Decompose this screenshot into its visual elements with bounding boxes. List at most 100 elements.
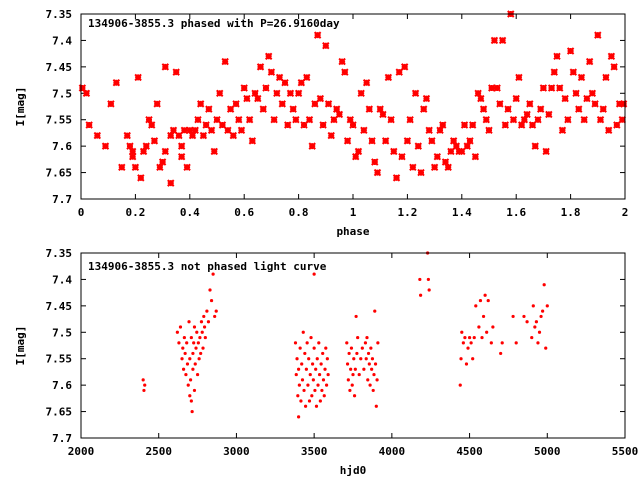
data-point (161, 147, 170, 156)
x-tick-label: 0.6 (234, 206, 254, 219)
data-point (303, 404, 308, 408)
data-point (297, 367, 301, 371)
data-point (352, 357, 356, 361)
data-point (302, 388, 306, 393)
data-point (145, 116, 153, 124)
data-point (373, 309, 377, 313)
data-point (544, 346, 548, 350)
data-point (483, 293, 487, 297)
data-point (308, 142, 316, 150)
data-point (501, 121, 510, 129)
data-point (531, 304, 535, 308)
data-point (327, 131, 335, 140)
data-point (320, 388, 324, 393)
data-point (169, 126, 178, 134)
data-point (545, 304, 549, 308)
unphased-x-axis-label: hjd0 (340, 464, 367, 477)
data-point (161, 63, 170, 71)
data-point (348, 388, 352, 393)
data-point (292, 116, 300, 124)
data-point (131, 163, 140, 171)
data-point (194, 116, 202, 124)
data-point (417, 168, 425, 177)
y-tick-label: 7.35 (46, 8, 73, 21)
data-point (541, 309, 545, 313)
data-point (137, 174, 145, 182)
data-point (463, 335, 467, 340)
data-point (300, 378, 305, 382)
data-point (177, 341, 181, 345)
data-point (299, 399, 303, 403)
data-point (309, 335, 313, 340)
data-point (400, 63, 409, 71)
x-tick-label: 4000 (379, 445, 406, 458)
data-point (310, 394, 314, 398)
data-point (118, 163, 126, 171)
y-tick-label: 7.6 (52, 379, 72, 392)
data-point (187, 320, 191, 324)
data-point (270, 116, 278, 124)
data-point (237, 126, 246, 134)
data-point (199, 131, 208, 140)
x-tick-label: 0 (78, 206, 85, 219)
x-tick-label: 1.2 (397, 206, 417, 219)
data-point (517, 121, 526, 129)
data-point (153, 100, 161, 108)
data-point (364, 357, 368, 361)
data-point (580, 116, 588, 124)
data-point (469, 341, 473, 345)
data-point (192, 325, 197, 329)
data-point (314, 404, 319, 408)
data-point (372, 372, 376, 377)
data-point (536, 105, 545, 113)
data-point (183, 163, 191, 171)
data-point (254, 94, 262, 103)
data-point (452, 142, 461, 150)
data-point (193, 362, 197, 366)
data-point (275, 73, 284, 82)
data-point (613, 121, 621, 129)
y-tick-label: 7.5 (52, 326, 72, 339)
data-point (607, 52, 616, 60)
data-point (177, 142, 186, 150)
data-point (294, 89, 303, 97)
data-point (403, 137, 412, 145)
data-point (409, 163, 417, 171)
data-point (558, 126, 567, 134)
data-point (349, 367, 353, 371)
data-point (205, 105, 213, 113)
data-point (181, 346, 185, 350)
data-point (365, 335, 369, 340)
x-tick-label: 0.4 (180, 206, 200, 219)
data-point (186, 383, 190, 387)
data-point (195, 330, 199, 334)
data-point (191, 351, 195, 356)
data-point (526, 100, 534, 108)
data-point (323, 367, 327, 371)
data-point (481, 314, 486, 319)
data-point (398, 153, 406, 161)
data-point (325, 357, 329, 361)
data-point (224, 126, 232, 134)
data-point (194, 346, 198, 350)
data-point (143, 383, 147, 387)
data-point (209, 298, 214, 303)
data-point (297, 79, 306, 87)
data-point (82, 89, 91, 97)
data-point (525, 320, 529, 324)
data-point (324, 383, 329, 387)
data-point (175, 131, 183, 140)
y-tick-label: 7.7 (52, 193, 72, 206)
data-point (357, 372, 361, 377)
data-point (180, 357, 184, 361)
data-point (509, 116, 518, 124)
data-point (458, 147, 466, 156)
data-point (365, 105, 374, 113)
data-point (313, 31, 322, 39)
data-point (362, 367, 366, 371)
data-point (188, 357, 192, 361)
data-point (202, 325, 207, 329)
data-point (202, 121, 210, 129)
data-point (561, 94, 569, 103)
data-point (485, 330, 489, 334)
